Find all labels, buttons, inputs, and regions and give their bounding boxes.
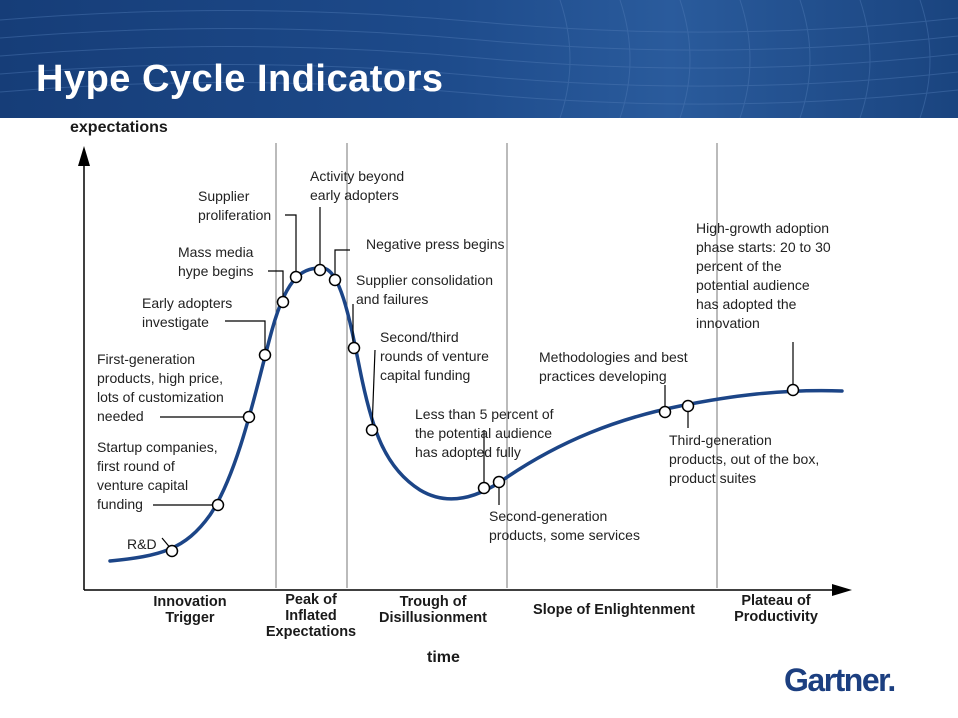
phase-slope: Slope of Enlightenment bbox=[533, 602, 695, 618]
label-third-gen: Third-generation products, out of the box… bbox=[669, 432, 820, 486]
y-axis-arrow bbox=[78, 146, 90, 166]
leader-negative-press bbox=[334, 249, 350, 280]
banner-grid-pattern bbox=[0, 0, 958, 118]
marker-supplier-prolif bbox=[289, 270, 303, 284]
label-supplier-prolif: Supplier proliferation bbox=[198, 188, 272, 223]
phase-trough: Trough of Disillusionment bbox=[379, 594, 487, 626]
marker-startup bbox=[211, 498, 225, 512]
indicator-markers bbox=[165, 263, 800, 558]
label-second-third: Second/third rounds of venture capital fun… bbox=[380, 329, 489, 383]
label-consolidation: Supplier consolidation and failures bbox=[356, 272, 493, 307]
label-mass-media: Mass media hype begins bbox=[178, 244, 254, 279]
x-axis-arrow bbox=[832, 584, 852, 596]
label-negative-press: Negative press begins bbox=[366, 236, 505, 252]
label-high-growth: High-growth adoption phase starts: 20 to … bbox=[696, 220, 831, 331]
phase-innovation-trigger: Innovation Trigger bbox=[153, 594, 227, 626]
leader-mass-media bbox=[268, 270, 284, 302]
marker-rd bbox=[165, 544, 179, 558]
leader-supplier-prolif bbox=[285, 214, 297, 277]
label-activity: Activity beyond early adopters bbox=[310, 168, 405, 203]
label-first-gen: First-generation products, high price, lot… bbox=[97, 351, 224, 424]
marker-activity bbox=[313, 263, 327, 277]
marker-negative-press bbox=[328, 273, 342, 287]
marker-first-gen bbox=[242, 410, 256, 424]
gartner-logo: Gartner. bbox=[784, 662, 896, 698]
marker-early-adopters bbox=[258, 348, 272, 362]
y-axis-label: expectations bbox=[70, 119, 168, 136]
marker-consolidation bbox=[347, 341, 361, 355]
x-axis-label: time bbox=[427, 649, 460, 666]
label-startup: Startup companies, first round of venture … bbox=[97, 439, 218, 512]
marker-mass-media bbox=[276, 295, 290, 309]
marker-high-growth bbox=[786, 383, 800, 397]
label-early-adopters: Early adopters investigate bbox=[142, 295, 233, 330]
label-rd: R&D bbox=[127, 536, 157, 552]
leader-lines bbox=[153, 207, 794, 551]
marker-less-than-5 bbox=[477, 481, 491, 495]
title-banner: Hype Cycle Indicators bbox=[0, 0, 958, 118]
leader-second-third bbox=[371, 349, 376, 431]
marker-second-gen bbox=[492, 475, 506, 489]
label-methodologies: Methodologies and best practices developi… bbox=[539, 349, 688, 384]
phase-dividers bbox=[275, 143, 718, 588]
marker-methodologies bbox=[658, 405, 672, 419]
label-second-gen: Second-generation products, some services bbox=[489, 508, 640, 543]
phase-peak: Peak of Inflated Expectations bbox=[265, 592, 357, 640]
leader-early-adopters bbox=[225, 320, 266, 355]
marker-third-gen bbox=[681, 399, 695, 413]
label-less-than-5: Less than 5 percent of the potential audi… bbox=[415, 406, 554, 460]
phase-plateau: Plateau of Productivity bbox=[734, 593, 818, 625]
hype-curve bbox=[108, 266, 844, 563]
marker-second-third bbox=[365, 423, 379, 437]
axes bbox=[78, 146, 852, 596]
page-title: Hype Cycle Indicators bbox=[36, 58, 444, 100]
